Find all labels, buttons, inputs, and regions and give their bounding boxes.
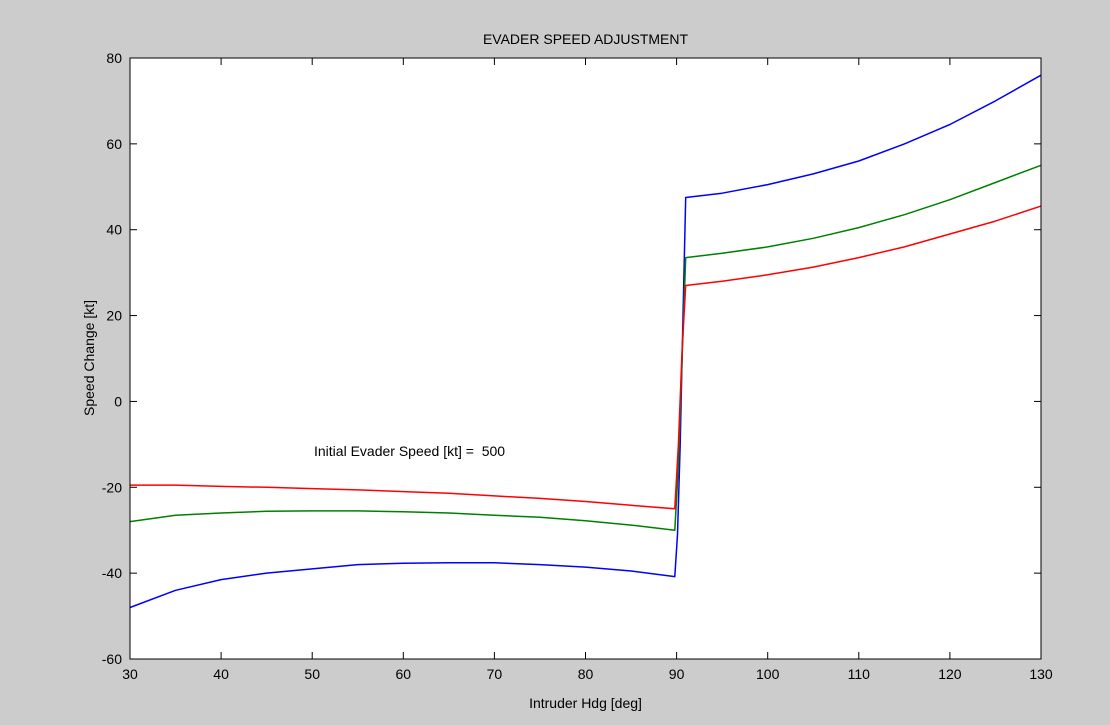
x-tick-label: 30 [122, 666, 138, 682]
series-layer [129, 74, 1042, 609]
y-tick-label: -40 [102, 565, 122, 581]
x-tick-label: 100 [756, 666, 780, 682]
y-tick-label: 40 [106, 222, 122, 238]
series-line-2 [129, 164, 1042, 531]
x-tick-label: 50 [304, 666, 320, 682]
x-tick-label: 70 [487, 666, 503, 682]
x-tick-label: 60 [396, 666, 412, 682]
x-tick-label: 40 [213, 666, 229, 682]
ticks-layer: 30 40 50 60 70 80 90 100 110 120 130 -60 -40 -20 0 20 40… [102, 50, 1053, 682]
y-tick-label: -60 [102, 651, 122, 667]
y-axis-label: Speed Change [kt] [81, 300, 97, 416]
y-tick-label: 80 [106, 50, 122, 66]
series-line-3 [130, 205, 1042, 510]
x-tick-label: 90 [669, 666, 685, 682]
axes-background [130, 58, 1041, 659]
series-line-1 [129, 74, 1042, 609]
x-tick-label: 130 [1029, 666, 1053, 682]
y-tick-label: -20 [102, 479, 122, 495]
annotation-text: Initial Evader Speed [kt] = 500 [314, 443, 505, 459]
y-tick-label: 60 [106, 136, 122, 152]
y-tick-label: 20 [106, 308, 122, 324]
x-tick-label: 120 [938, 666, 962, 682]
x-axis-label: Intruder Hdg [deg] [529, 695, 642, 711]
x-tick-label: 110 [848, 666, 871, 682]
chart-title: EVADER SPEED ADJUSTMENT [483, 31, 689, 47]
x-tick-label: 80 [578, 666, 594, 682]
y-tick-label: 0 [114, 393, 122, 409]
